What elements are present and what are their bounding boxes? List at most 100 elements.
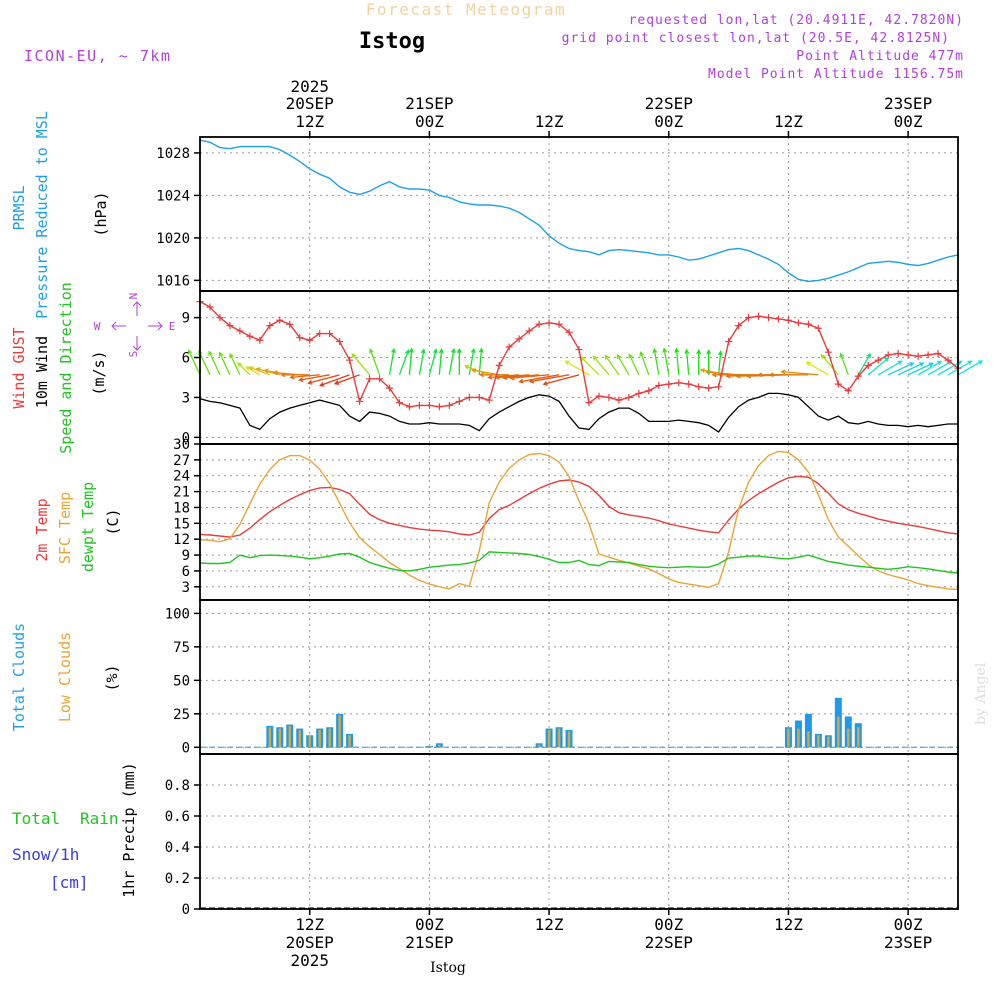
gridpoint-coords: grid point closest lon,lat (20.5E, 42.81…	[562, 31, 950, 46]
wind-arrow-head	[408, 347, 414, 353]
wind-gust-marker	[765, 314, 772, 322]
x-label-top-date: 21SEP	[405, 94, 453, 113]
wind-arrow-head	[746, 373, 752, 379]
wind-gust-marker	[904, 351, 912, 359]
cloud-low-bar	[787, 728, 790, 748]
wind-arrow	[519, 374, 560, 383]
ylabel-gust: Wind GUST	[10, 327, 28, 408]
wind-arrow-head	[248, 366, 254, 371]
wind-arrow-head	[280, 372, 286, 378]
wind-gust-marker	[266, 322, 274, 330]
wind-arrow	[877, 360, 902, 376]
y-tick-label: 0.6	[165, 809, 190, 825]
wind-arrow-head	[725, 373, 731, 379]
wind-arrow	[565, 360, 590, 376]
wind-gust-marker	[306, 336, 314, 344]
wind-arrow-head	[478, 372, 484, 378]
wind-gust-marker	[794, 319, 802, 327]
wind-arrow-head	[684, 348, 690, 354]
wind-arrow	[418, 349, 425, 375]
x-label-bottom-date: 21SEP	[405, 933, 453, 952]
y-tick-label: 9	[182, 548, 190, 564]
wind-arrow	[640, 352, 650, 376]
model-altitude: Model Point Altitude 1156.75m	[708, 67, 964, 82]
wind-gust-marker	[316, 330, 324, 338]
wind-gust-marker	[395, 399, 403, 407]
wind-gust-marker	[415, 401, 423, 409]
wind-arrow-head	[977, 360, 984, 365]
wind-gust-marker	[475, 393, 483, 401]
cloud-low-bar	[278, 728, 281, 748]
y-tick-label: 1024	[156, 188, 190, 204]
x-label-bottom-hour: 12Z	[774, 915, 803, 934]
cloud-low-bar	[338, 715, 341, 748]
ylabel-ms: (m/s)	[90, 350, 108, 395]
wind-arrow-head	[263, 368, 269, 374]
x-label-top-hour: 12Z	[774, 112, 803, 131]
wind-arrow-head	[705, 369, 711, 375]
y-tick-label: 15	[173, 516, 190, 532]
wind-gust-marker	[884, 351, 892, 359]
wind-gust-marker	[824, 348, 832, 356]
wind-arrow-head	[928, 362, 934, 367]
wind-arrow-head	[432, 348, 438, 354]
wind-gust-marker	[854, 372, 862, 380]
cloud-low-bar	[797, 728, 800, 748]
wind-gust-marker	[745, 314, 753, 322]
wind-gust-marker	[675, 379, 683, 387]
cloud-low-bar	[807, 731, 810, 748]
y-tick-label: 6	[182, 564, 190, 580]
wind-arrow-head	[604, 354, 610, 360]
wind-arrow-head	[255, 367, 261, 372]
wind-arrow	[628, 354, 640, 376]
temp-dewpt-line	[199, 551, 959, 574]
wind-arrow	[675, 348, 680, 375]
wind-gust-marker	[236, 327, 244, 335]
wind-arrow-head	[470, 368, 477, 374]
wind-arrow	[857, 353, 871, 376]
wind-arrow-head	[237, 362, 243, 368]
wind-arrow-head	[198, 350, 203, 356]
wind-arrow	[897, 362, 924, 376]
y-tick-label: 24	[173, 469, 190, 485]
wind-arrow-head	[229, 352, 234, 359]
wind-arrow	[806, 361, 829, 376]
wind-gust-marker	[725, 338, 733, 346]
wind-arrow	[593, 356, 610, 376]
x-label-top-hour: 12Z	[535, 112, 564, 131]
y-tick-label: 1016	[156, 273, 190, 289]
y-tick-label: 12	[173, 532, 190, 548]
wind-arrow	[907, 362, 933, 376]
x-label-bottom-year: 2025	[290, 951, 329, 970]
wind-arrow-head	[711, 372, 717, 378]
panel-frame	[199, 753, 959, 910]
wind-arrow	[229, 353, 241, 376]
wind-gust-marker	[515, 335, 523, 343]
wind-gust-marker	[585, 399, 593, 407]
wind-gust-marker	[495, 362, 503, 370]
ylabel-2m-temp: 2m Temp	[33, 498, 51, 561]
cloud-low-bar	[348, 735, 351, 748]
wind-arrow-head	[518, 378, 524, 384]
cloud-low-bar	[557, 728, 561, 748]
wind-arrow	[867, 357, 889, 376]
y-tick-label: 0.4	[165, 840, 190, 856]
wind-arrow-head	[768, 372, 774, 378]
panel-frame	[199, 136, 959, 292]
wind-arrow	[957, 360, 983, 376]
cloud-low-bar	[817, 735, 820, 748]
x-label-top-year: 2025	[290, 77, 329, 96]
wind-arrow	[503, 374, 540, 379]
wind-gust-marker	[226, 322, 234, 330]
wind-arrow	[369, 349, 381, 376]
panel-frame	[199, 599, 959, 755]
cloud-low-bar	[308, 735, 311, 748]
y-tick-label: 0	[182, 902, 190, 918]
x-label-bottom-hour: 12Z	[295, 915, 324, 934]
legend-snow: Snow/1h	[12, 845, 79, 864]
location-title: Istog	[359, 29, 425, 54]
wind-gust-marker	[695, 383, 703, 391]
wind-arrow	[438, 349, 443, 375]
wind-gust-marker	[615, 396, 623, 404]
